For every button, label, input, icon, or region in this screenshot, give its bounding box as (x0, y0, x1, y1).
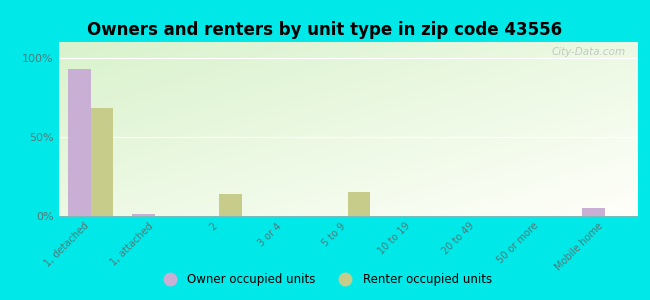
Bar (90, 108, 113, 216)
Text: City-Data.com: City-Data.com (551, 47, 625, 57)
Bar (582, 208, 605, 216)
Legend: Owner occupied units, Renter occupied units: Owner occupied units, Renter occupied un… (153, 269, 497, 291)
Bar (348, 192, 370, 216)
Text: Owners and renters by unit type in zip code 43556: Owners and renters by unit type in zip c… (88, 21, 562, 39)
Bar (68, 69, 90, 216)
Bar (133, 214, 155, 216)
Bar (219, 194, 242, 216)
